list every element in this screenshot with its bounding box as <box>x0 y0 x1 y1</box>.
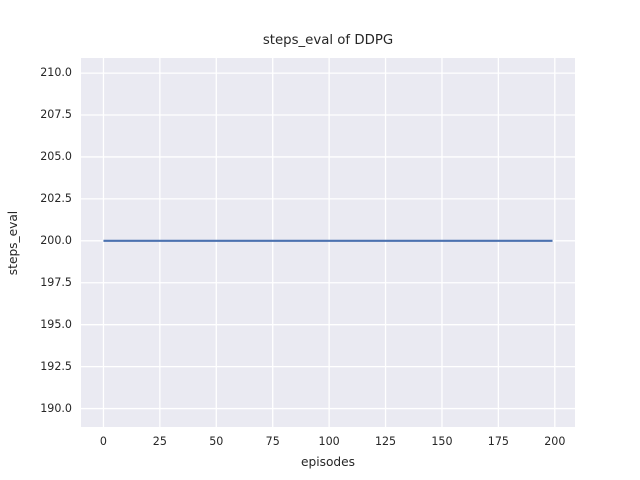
y-tick-label: 202.5 <box>40 191 72 205</box>
x-tick-label: 150 <box>431 435 453 448</box>
plot-background <box>81 58 575 427</box>
x-tick-label: 75 <box>265 435 280 448</box>
y-tick-label: 197.5 <box>40 275 72 289</box>
y-tick-label: 200.0 <box>40 233 72 247</box>
x-tick-label: 100 <box>318 435 340 448</box>
x-tick-label: 0 <box>99 435 107 448</box>
chart-title: steps_eval of DDPG <box>262 33 394 48</box>
x-tick-label: 50 <box>209 435 224 448</box>
y-tick-label: 190.0 <box>40 401 72 415</box>
y-tick-label: 195.0 <box>40 317 72 331</box>
x-tick-label: 125 <box>374 435 397 448</box>
y-tick-label: 207.5 <box>40 108 72 122</box>
x-tick-label: 200 <box>544 435 566 448</box>
y-tick-label: 210.0 <box>40 66 72 80</box>
x-tick-label: 25 <box>152 435 167 448</box>
x-tick-label: 175 <box>487 435 509 448</box>
y-tick-label: 192.5 <box>40 359 72 373</box>
y-tick-label: 205.0 <box>40 149 72 163</box>
x-axis-label: episodes <box>300 455 355 469</box>
